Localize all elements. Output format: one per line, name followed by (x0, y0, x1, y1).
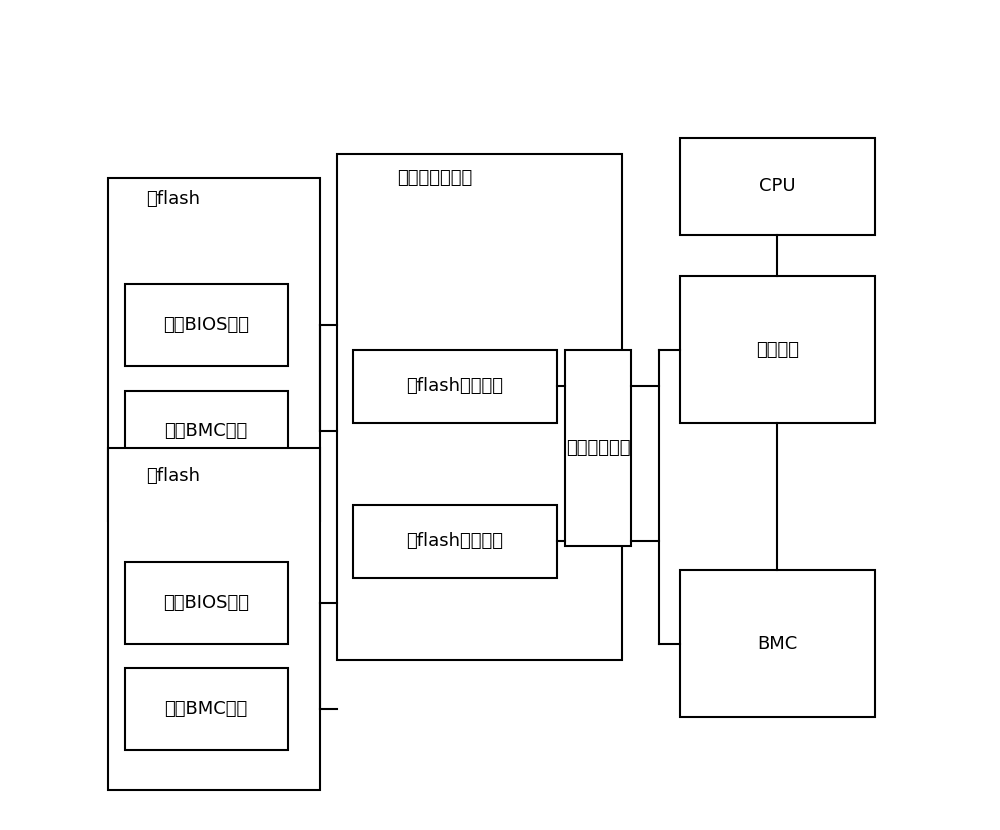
Text: 第二BIOS镜像: 第二BIOS镜像 (163, 593, 249, 612)
Text: 选通控制模块: 选通控制模块 (566, 438, 630, 456)
FancyBboxPatch shape (108, 178, 320, 521)
FancyBboxPatch shape (353, 349, 557, 423)
FancyBboxPatch shape (108, 447, 320, 790)
FancyBboxPatch shape (337, 154, 622, 660)
Text: 介flash通信单元: 介flash通信单元 (407, 533, 504, 550)
Text: 第二BMC镜像: 第二BMC镜像 (165, 700, 248, 718)
FancyBboxPatch shape (680, 570, 875, 717)
Text: CPU: CPU (759, 178, 796, 196)
Text: 可编程逻辑器件: 可编程逻辑器件 (397, 169, 472, 188)
FancyBboxPatch shape (125, 391, 288, 472)
FancyBboxPatch shape (353, 505, 557, 579)
FancyBboxPatch shape (565, 349, 631, 545)
FancyBboxPatch shape (125, 562, 288, 643)
Text: BMC: BMC (757, 634, 798, 652)
FancyBboxPatch shape (125, 285, 288, 366)
Text: 介flash: 介flash (147, 467, 201, 486)
Text: 主flash: 主flash (147, 190, 201, 208)
FancyBboxPatch shape (680, 276, 875, 423)
FancyBboxPatch shape (125, 668, 288, 749)
Text: 第一BIOS镜像: 第一BIOS镜像 (163, 316, 249, 334)
FancyBboxPatch shape (680, 138, 875, 236)
Text: 南桥芯片: 南桥芯片 (756, 340, 799, 359)
Text: 主flash通信单元: 主flash通信单元 (407, 378, 504, 395)
Text: 第一BMC镜像: 第一BMC镜像 (165, 422, 248, 441)
